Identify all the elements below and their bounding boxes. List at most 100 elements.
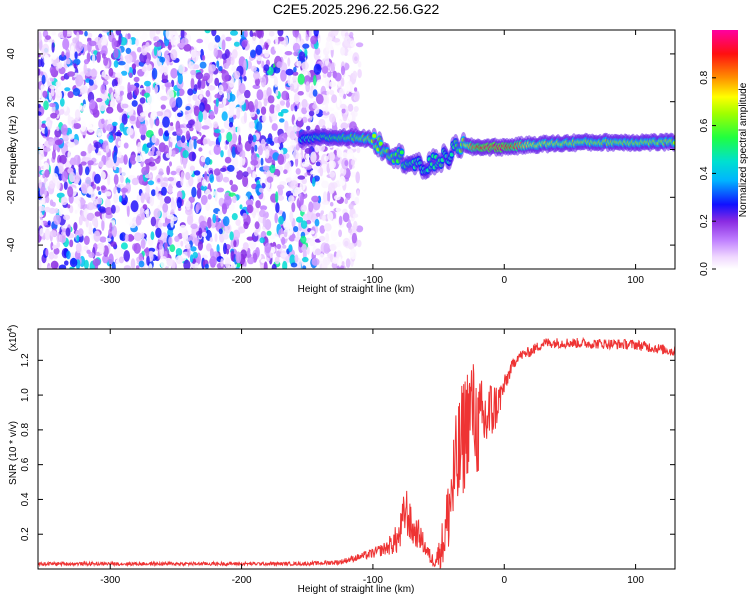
- noise-cell: [218, 84, 224, 96]
- noise-cell: [221, 111, 228, 122]
- noise-cell: [129, 115, 136, 122]
- noise-cell: [111, 121, 118, 127]
- noise-cell: [286, 146, 293, 153]
- noise-cell: [54, 208, 59, 214]
- snr-frame: [37, 328, 676, 570]
- noise-cell: [180, 171, 185, 180]
- noise-cell: [41, 193, 46, 206]
- noise-cell: [263, 64, 270, 72]
- noise-cell: [118, 85, 125, 91]
- noise-cell: [145, 247, 150, 257]
- noise-cell: [54, 128, 62, 138]
- noise-cell: [43, 147, 51, 152]
- noise-cell: [209, 174, 215, 183]
- noise-cell: [78, 215, 83, 226]
- noise-cell: [151, 135, 157, 144]
- noise-cell: [70, 45, 75, 55]
- noise-cell: [343, 93, 347, 100]
- noise-cell: [255, 44, 263, 56]
- noise-cell: [85, 166, 90, 176]
- noise-cell: [190, 77, 195, 90]
- noise-cell: [131, 177, 139, 186]
- x-tick-label: 100: [627, 275, 644, 286]
- noise-cell: [185, 106, 191, 111]
- noise-cell: [168, 146, 172, 158]
- noise-cell: [131, 63, 137, 70]
- noise-cell: [219, 128, 225, 134]
- noise-cell: [228, 102, 236, 112]
- noise-cell: [243, 111, 247, 124]
- noise-cell: [240, 266, 248, 269]
- noise-cell: [300, 235, 307, 244]
- noise-cell: [64, 87, 71, 92]
- noise-cell: [354, 56, 358, 61]
- noise-cell: [275, 35, 279, 45]
- noise-cell: [202, 54, 206, 61]
- ridge-core: [399, 150, 404, 155]
- noise-cell: [45, 196, 50, 204]
- noise-cell: [163, 66, 168, 76]
- noise-cell: [88, 40, 97, 47]
- noise-cell: [67, 167, 74, 174]
- noise-cell: [314, 248, 322, 256]
- noise-cell: [120, 70, 128, 76]
- noise-cell: [113, 236, 120, 244]
- noise-cell: [158, 243, 163, 250]
- noise-cell: [120, 242, 128, 250]
- noise-cell: [116, 183, 125, 188]
- noise-cell: [256, 121, 263, 132]
- noise-cell: [50, 86, 55, 97]
- noise-cell: [271, 202, 275, 212]
- noise-cell: [315, 161, 321, 167]
- noise-cell: [276, 243, 282, 250]
- colorbar-gradient: [712, 30, 738, 269]
- noise-cell: [275, 202, 280, 214]
- colorbar-tick-label: 0.4: [699, 166, 710, 180]
- noise-cell: [305, 81, 311, 93]
- noise-cell: [199, 94, 203, 100]
- noise-cell: [341, 108, 346, 114]
- noise-cell: [73, 154, 81, 166]
- noise-cell: [327, 211, 334, 222]
- colorbar-tick-label: 0.0: [699, 262, 710, 276]
- noise-cell: [284, 51, 293, 56]
- noise-cell: [175, 255, 184, 265]
- noise-cell: [215, 97, 219, 107]
- noise-cell: [329, 171, 336, 178]
- noise-cell: [331, 94, 338, 104]
- noise-cell: [249, 135, 254, 141]
- noise-cell: [171, 196, 175, 207]
- noise-cell: [214, 93, 221, 99]
- noise-cell: [109, 100, 116, 108]
- noise-cell: [67, 150, 71, 162]
- noise-cell: [233, 170, 237, 177]
- noise-cell: [90, 181, 95, 187]
- noise-cell: [108, 135, 114, 143]
- noise-cell: [183, 259, 191, 269]
- noise-cell: [255, 30, 263, 38]
- noise-cell: [198, 147, 203, 152]
- noise-cell: [351, 232, 357, 244]
- noise-cell: [151, 189, 156, 197]
- noise-cell: [309, 230, 315, 235]
- noise-cell: [277, 30, 284, 37]
- noise-cell: [227, 109, 234, 118]
- noise-cell: [54, 90, 63, 101]
- noise-cell: [143, 92, 150, 98]
- noise-cell: [180, 240, 184, 247]
- noise-cell: [322, 191, 328, 203]
- noise-cell: [296, 60, 302, 68]
- noise-cell: [311, 177, 316, 187]
- noise-cell: [213, 168, 221, 176]
- noise-cell: [139, 97, 146, 104]
- snr-y-label: SNR (10 * v/v): [8, 421, 19, 485]
- noise-cell: [98, 101, 107, 112]
- noise-cell: [323, 155, 329, 162]
- x-tick-label: -100: [363, 275, 383, 286]
- noise-cell: [80, 85, 89, 94]
- noise-cell: [59, 154, 67, 165]
- noise-cell: [236, 107, 241, 120]
- noise-cell: [38, 118, 42, 130]
- noise-cell: [155, 227, 162, 238]
- noise-cell: [320, 210, 324, 215]
